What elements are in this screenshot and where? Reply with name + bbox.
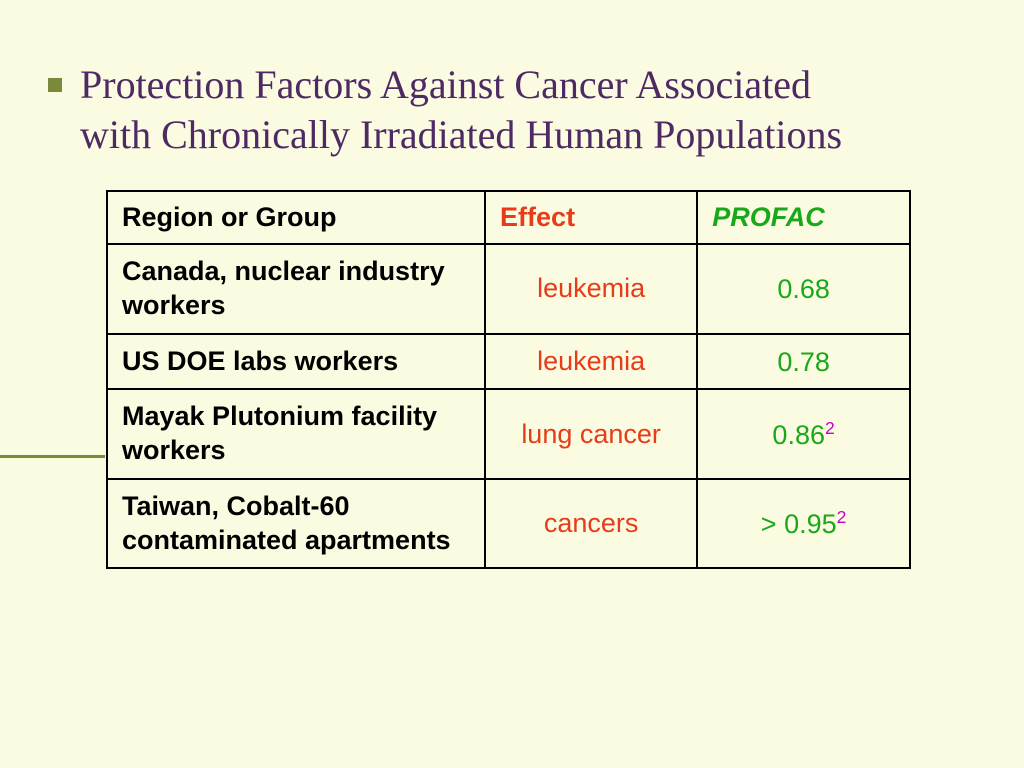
profac-table: Region or Group Effect PROFAC Canada, nu…	[106, 190, 911, 569]
cell-region: Canada, nuclear industry workers	[107, 244, 485, 334]
cell-profac: 0.78	[697, 334, 910, 390]
table-row: Canada, nuclear industry workers leukemi…	[107, 244, 910, 334]
cell-effect: lung cancer	[485, 389, 697, 479]
profac-value: > 0.95	[761, 509, 837, 539]
col-header-profac: PROFAC	[697, 191, 910, 244]
slide-title: Protection Factors Against Cancer Associ…	[80, 60, 860, 160]
cell-effect: cancers	[485, 479, 697, 569]
table-row: Mayak Plutonium facility workers lung ca…	[107, 389, 910, 479]
cell-profac: > 0.952	[697, 479, 910, 569]
table-row: US DOE labs workers leukemia 0.78	[107, 334, 910, 390]
table-row: Taiwan, Cobalt-60 contaminated apartment…	[107, 479, 910, 569]
profac-value: 0.86	[772, 420, 825, 450]
cell-effect: leukemia	[485, 334, 697, 390]
title-bullet	[48, 78, 62, 92]
profac-sup: 2	[825, 418, 835, 438]
side-rule	[0, 455, 105, 458]
col-header-region: Region or Group	[107, 191, 485, 244]
cell-effect: leukemia	[485, 244, 697, 334]
cell-profac: 0.862	[697, 389, 910, 479]
cell-region: US DOE labs workers	[107, 334, 485, 390]
cell-profac: 0.68	[697, 244, 910, 334]
cell-region: Mayak Plutonium facility workers	[107, 389, 485, 479]
profac-value: 0.68	[777, 274, 830, 304]
col-header-effect: Effect	[485, 191, 697, 244]
profac-value: 0.78	[777, 347, 830, 377]
table-header-row: Region or Group Effect PROFAC	[107, 191, 910, 244]
cell-region: Taiwan, Cobalt-60 contaminated apartment…	[107, 479, 485, 569]
profac-sup: 2	[837, 507, 847, 527]
slide: Protection Factors Against Cancer Associ…	[0, 0, 1024, 768]
